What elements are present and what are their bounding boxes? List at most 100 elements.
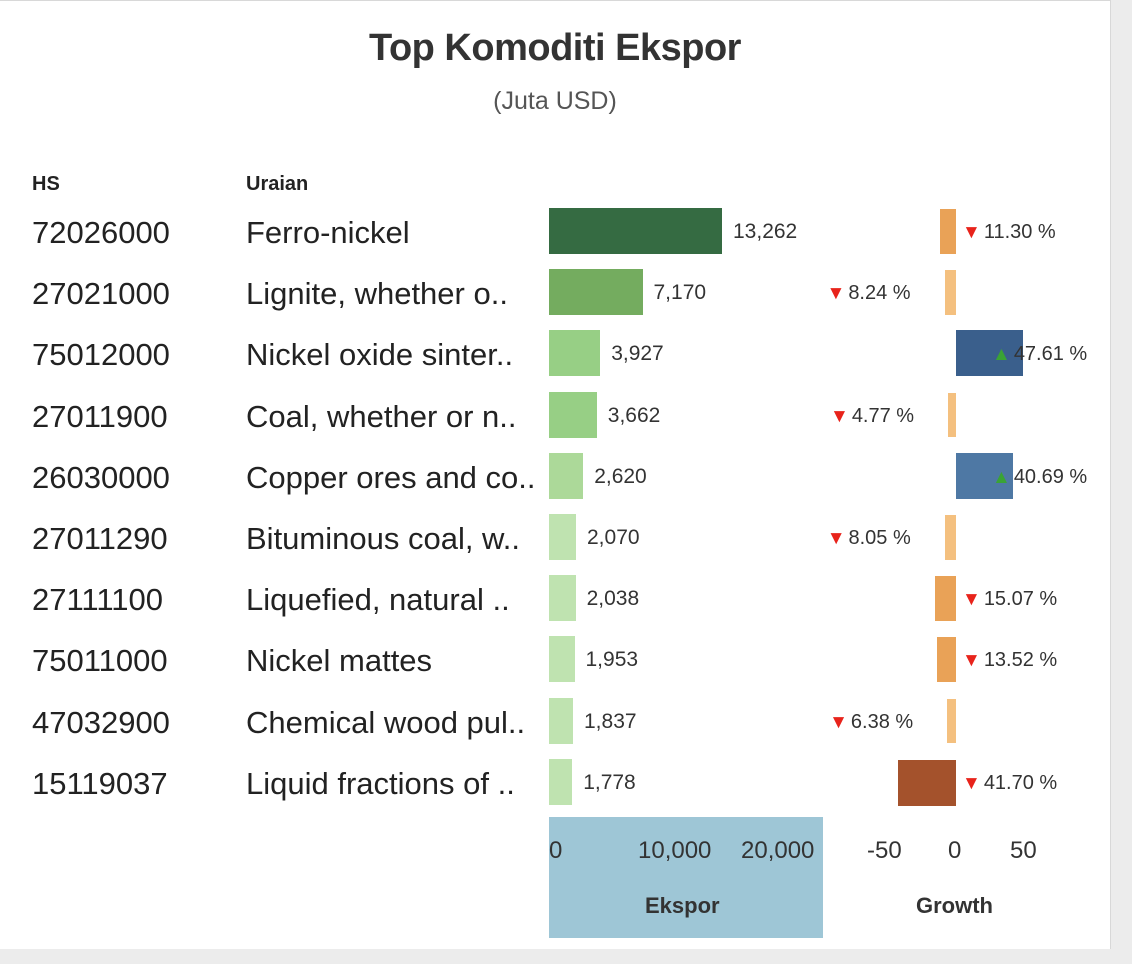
commodity-description: Nickel mattes [246,643,433,679]
growth-bar[interactable] [944,515,956,560]
down-triangle-icon: ▼ [962,589,981,611]
table-row: 72026000 Ferro-nickel 13,262 ▼ 11.30 % [0,205,1110,266]
chart-card: Top Komoditi Ekspor (Juta USD) HS Uraian… [0,0,1111,949]
ekspor-value-label: 2,070 [587,526,640,549]
hs-code: 27021000 [32,276,170,312]
ekspor-bar[interactable] [549,575,576,622]
ekspor-value-label: 1,953 [585,648,639,672]
ekspor-bar[interactable] [549,636,575,683]
up-triangle-icon: ▲ [992,466,1011,488]
ekspor-axis-title: Ekspor [645,893,720,918]
table-row: 26030000 Copper ores and co.. 2,620 ▲ 40.69 … [0,450,1110,511]
growth-value-label: ▼ 8.24 % [827,273,911,313]
ekspor-value-label: 3,662 [607,403,661,427]
ekspor-bar[interactable] [549,391,597,438]
growth-value-text: 41.70 % [983,771,1058,794]
growth-value-text: 4.77 % [851,404,915,427]
hs-code: 27111100 [32,582,164,618]
growth-tick: 50 [1010,837,1037,864]
commodity-description: Lignite, whether o.. [246,276,508,312]
growth-value-text: 13.52 % [983,649,1058,672]
growth-value-text: 8.05 % [848,527,911,549]
ekspor-value-label: 13,262 [733,220,798,243]
growth-value-text: 15.07 % [983,588,1058,611]
ekspor-tick: 10,000 [638,837,712,864]
commodity-description: Nickel oxide sinter.. [246,337,514,373]
growth-value-label: ▼ 41.70 % [962,763,1057,803]
ekspor-bar[interactable] [549,208,722,254]
commodity-description: Liquefied, natural .. [246,582,510,618]
down-triangle-icon: ▼ [962,772,981,794]
growth-value-label: ▼ 13.52 % [962,640,1057,680]
growth-bar[interactable] [956,452,1013,499]
ekspor-bar[interactable] [549,697,573,744]
ekspor-axis-band [549,817,823,938]
hs-code: 15119037 [32,765,168,801]
commodity-description: Ferro-nickel [246,215,410,250]
ekspor-value-label: 1,778 [583,770,636,794]
hs-code: 47032900 [32,704,170,740]
ekspor-value-label: 1,837 [584,709,637,733]
commodity-description: Copper ores and co.. [246,459,536,495]
hs-code: 27011290 [32,521,168,556]
growth-value-label: ▼ 11.30 % [962,212,1056,252]
table-row: 27011290 Bituminous coal, w.. 2,070 ▼ 8.05 % [0,511,1110,572]
ekspor-value-label: 3,927 [611,342,664,366]
table-row: 47032900 Chemical wood pul.. 1,837 ▼ 6.38 % [0,695,1110,756]
table-row: 27011900 Coal, whether or n.. 3,662 ▼ 4.77 % [0,389,1110,450]
growth-value-text: 47.61 % [1013,343,1088,366]
up-triangle-icon: ▲ [992,344,1011,366]
ekspor-bar[interactable] [549,452,584,499]
column-header-uraian: Uraian [246,173,309,195]
growth-value-text: 8.24 % [848,282,911,305]
growth-value-text: 40.69 % [1013,465,1088,488]
growth-bar[interactable] [944,270,956,315]
ekspor-value-label: 2,038 [586,587,640,611]
hs-code: 26030000 [32,459,170,495]
hs-code: 75011000 [32,643,168,679]
growth-value-label: ▼ 4.77 % [830,396,914,436]
ekspor-value-label: 7,170 [653,281,707,305]
hs-code: 27011900 [32,398,168,434]
growth-value-label: ▼ 6.38 % [829,702,913,742]
table-row: 75012000 Nickel oxide sinter.. 3,927 ▲ 47.61… [0,327,1110,388]
growth-bar[interactable] [956,330,1023,377]
down-triangle-icon: ▼ [962,222,981,243]
growth-bar[interactable] [940,209,956,254]
hs-code: 75012000 [32,337,170,373]
commodity-description: Liquid fractions of .. [246,765,515,801]
hs-code: 72026000 [32,215,170,250]
down-triangle-icon: ▼ [829,711,848,733]
ekspor-bar[interactable] [549,758,573,805]
ekspor-bar[interactable] [549,514,576,560]
column-header-hs: HS [32,173,60,195]
growth-value-label: ▼ 15.07 % [962,579,1057,619]
table-row: 27111100 Liquefied, natural .. 2,038 ▼ 15.07… [0,572,1110,633]
down-triangle-icon: ▼ [826,283,846,305]
ekspor-tick: 20,000 [741,837,815,864]
growth-value-label: ▲ 47.61 % [992,334,1087,374]
growth-tick: -50 [867,837,902,864]
ekspor-bar[interactable] [549,269,643,316]
down-triangle-icon: ▼ [826,528,846,549]
commodity-description: Chemical wood pul.. [246,704,526,740]
growth-bar[interactable] [934,576,956,622]
growth-bar[interactable] [947,698,956,744]
chart-subtitle: (Juta USD) [493,87,617,115]
down-triangle-icon: ▼ [830,405,849,427]
ekspor-value-label: 2,620 [594,464,647,488]
ekspor-tick: 0 [549,837,563,864]
down-triangle-icon: ▼ [962,650,981,672]
commodity-description: Coal, whether or n.. [246,398,517,434]
growth-bar[interactable] [948,392,956,437]
growth-bar[interactable] [897,759,956,806]
table-row: 15119037 Liquid fractions of .. 1,778 ▼ 41.7… [0,756,1110,817]
table-row: 75011000 Nickel mattes 1,953 ▼ 13.52 % [0,633,1110,694]
growth-value-label: ▲ 40.69 % [992,457,1087,497]
growth-bar[interactable] [937,637,956,683]
table-row: 27021000 Lignite, whether o.. 7,170 ▼ 8.24 % [0,266,1110,327]
commodity-description: Bituminous coal, w.. [246,521,520,556]
growth-value-label: ▼ 8.05 % [827,518,911,558]
ekspor-bar[interactable] [549,330,601,377]
growth-value-text: 6.38 % [850,710,914,733]
